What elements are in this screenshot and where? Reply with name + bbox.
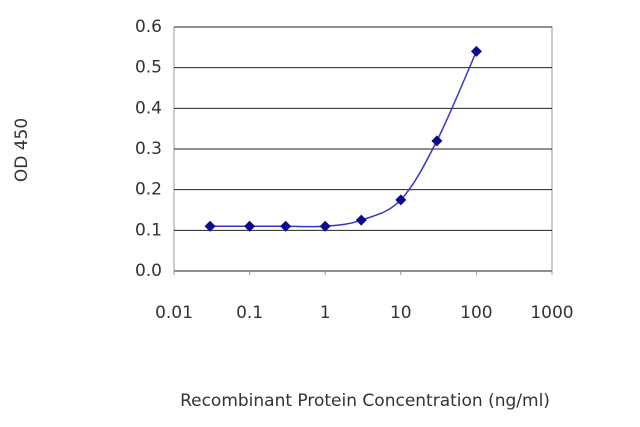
data-point — [470, 45, 482, 57]
data-point — [355, 214, 367, 226]
y-tick-label: 0.6 — [135, 17, 162, 37]
x-tick-label: 100 — [460, 303, 492, 323]
y-axis-label: OD 450 — [12, 118, 32, 182]
x-tick-label: 10 — [390, 303, 412, 323]
data-point — [431, 135, 443, 147]
x-tick-label: 0.1 — [236, 303, 263, 323]
y-tick-label: 0.0 — [135, 261, 162, 281]
x-tick-label: 0.01 — [155, 303, 193, 323]
x-axis-label: Recombinant Protein Concentration (ng/ml… — [180, 391, 550, 411]
x-tick-label: 1000 — [530, 303, 573, 323]
y-tick-label: 0.5 — [135, 58, 162, 78]
data-point — [395, 194, 407, 206]
y-tick-label: 0.2 — [135, 180, 162, 200]
data-point — [244, 220, 256, 232]
data-point — [280, 220, 292, 232]
y-tick-label: 0.4 — [135, 98, 162, 118]
y-tick-label: 0.1 — [135, 220, 162, 240]
y-tick-label: 0.3 — [135, 139, 162, 159]
x-tick-label: 1 — [320, 303, 331, 323]
data-point — [204, 220, 216, 232]
data-point — [319, 220, 331, 232]
